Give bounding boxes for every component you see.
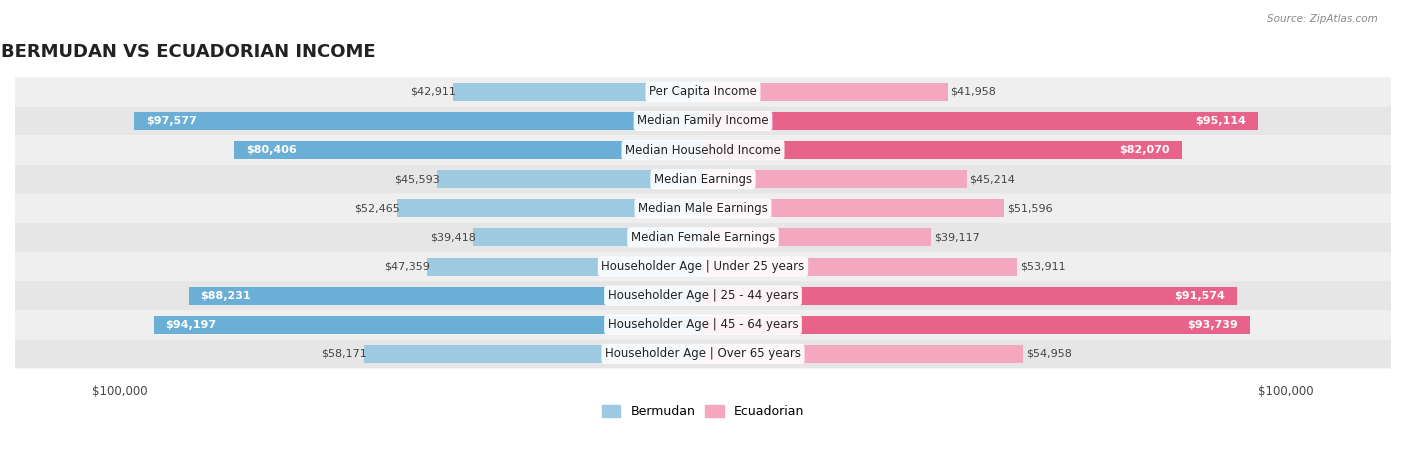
FancyBboxPatch shape [15,194,1391,223]
Text: Median Household Income: Median Household Income [626,143,780,156]
FancyBboxPatch shape [15,340,1391,368]
FancyBboxPatch shape [15,252,1391,281]
Bar [703,287,1237,304]
Bar [153,316,703,334]
Text: $53,911: $53,911 [1021,262,1066,271]
FancyBboxPatch shape [15,165,1391,194]
Text: $51,596: $51,596 [1007,203,1052,213]
FancyBboxPatch shape [15,106,1391,135]
Bar [188,287,703,304]
Text: Householder Age | Over 65 years: Householder Age | Over 65 years [605,347,801,361]
Text: Per Capita Income: Per Capita Income [650,85,756,99]
Text: $45,214: $45,214 [970,174,1015,184]
Text: $58,171: $58,171 [321,349,367,359]
Bar [703,316,1250,334]
Bar [427,257,703,276]
Bar [364,345,703,363]
Text: $54,958: $54,958 [1026,349,1073,359]
Bar [703,257,1018,276]
Text: $41,958: $41,958 [950,87,997,97]
FancyBboxPatch shape [15,310,1391,340]
Bar [134,112,703,130]
Bar [703,199,1004,217]
Text: $52,465: $52,465 [354,203,401,213]
Bar [703,83,948,101]
Bar [474,228,703,247]
Text: $42,911: $42,911 [409,87,456,97]
Bar [437,170,703,188]
Bar [703,112,1257,130]
Text: $97,577: $97,577 [146,116,197,126]
Text: $82,070: $82,070 [1119,145,1170,155]
Text: $94,197: $94,197 [166,320,217,330]
Bar [396,199,703,217]
Text: $39,418: $39,418 [430,233,477,242]
FancyBboxPatch shape [15,135,1391,165]
Text: Householder Age | 45 - 64 years: Householder Age | 45 - 64 years [607,318,799,331]
Text: $91,574: $91,574 [1174,290,1225,301]
Text: $80,406: $80,406 [246,145,297,155]
FancyBboxPatch shape [15,281,1391,310]
FancyBboxPatch shape [15,78,1391,106]
Bar [453,83,703,101]
Text: $47,359: $47,359 [384,262,430,271]
Bar [703,170,966,188]
Text: $95,114: $95,114 [1195,116,1246,126]
Text: Source: ZipAtlas.com: Source: ZipAtlas.com [1267,14,1378,24]
Text: $45,593: $45,593 [394,174,440,184]
Text: Median Female Earnings: Median Female Earnings [631,231,775,244]
Legend: Bermudan, Ecuadorian: Bermudan, Ecuadorian [596,400,810,423]
Text: $88,231: $88,231 [200,290,250,301]
FancyBboxPatch shape [15,223,1391,252]
Text: $93,739: $93,739 [1187,320,1237,330]
Bar [703,345,1024,363]
Text: Median Family Income: Median Family Income [637,114,769,127]
Bar [703,141,1181,159]
Text: Householder Age | 25 - 44 years: Householder Age | 25 - 44 years [607,289,799,302]
Text: Median Male Earnings: Median Male Earnings [638,202,768,215]
Bar [235,141,703,159]
Text: Householder Age | Under 25 years: Householder Age | Under 25 years [602,260,804,273]
Text: $39,117: $39,117 [934,233,980,242]
Bar [703,228,931,247]
Text: Median Earnings: Median Earnings [654,173,752,186]
Text: BERMUDAN VS ECUADORIAN INCOME: BERMUDAN VS ECUADORIAN INCOME [1,43,375,61]
